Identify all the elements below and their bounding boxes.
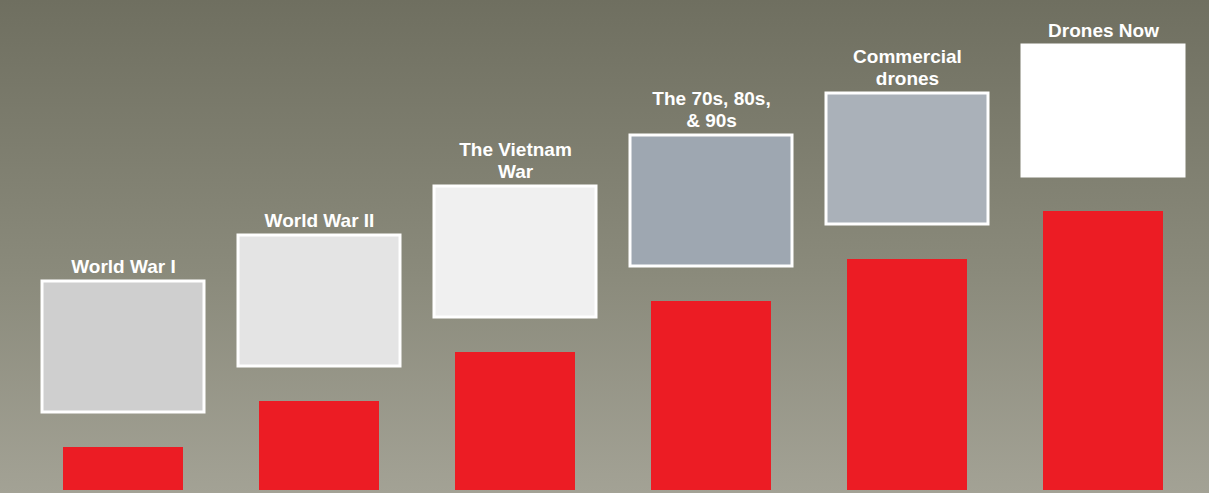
svg-text:Drones Now: Drones Now	[1048, 20, 1159, 41]
svg-text:World War II: World War II	[265, 210, 375, 231]
svg-text:World War I: World War I	[71, 256, 176, 277]
svg-text:The VietnamWar: The VietnamWar	[459, 139, 572, 182]
svg-text:The 70s, 80s,& 90s: The 70s, 80s,& 90s	[652, 88, 770, 131]
svg-text:Commercialdrones: Commercialdrones	[853, 46, 962, 89]
